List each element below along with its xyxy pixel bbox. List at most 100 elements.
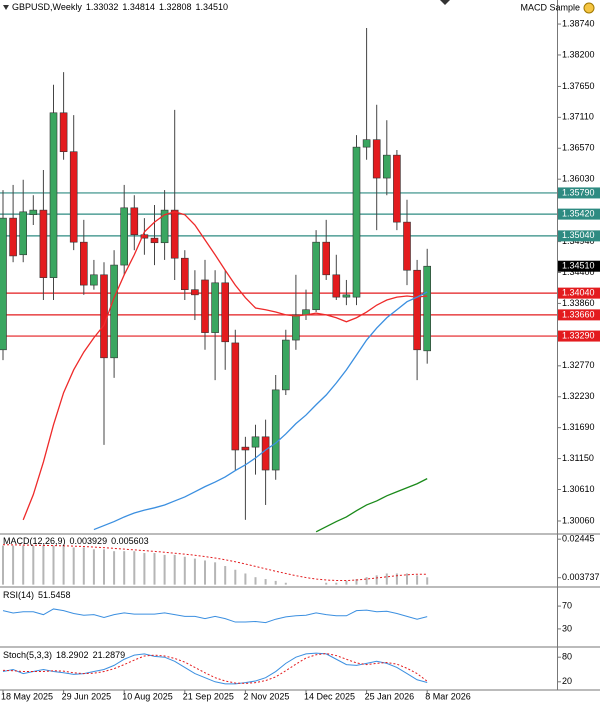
histogram-bar (163, 554, 166, 585)
indicator-line (2, 652, 428, 685)
panel-title: RSI(14) (3, 590, 34, 600)
current-price-label: 1.34510 (562, 261, 595, 271)
y-tick-label: 30 (562, 623, 572, 633)
panel-title: MACD(12,26,9) (3, 536, 66, 546)
level-label: 1.34040 (562, 287, 595, 297)
candle-body (19, 211, 28, 256)
candle-body (403, 221, 411, 271)
histogram-bar (113, 551, 116, 585)
panel-value: 1.34814 (122, 2, 155, 12)
level-label: 1.35420 (562, 208, 595, 218)
candle-body (393, 154, 401, 223)
histogram-bar (62, 545, 65, 585)
histogram-bar (395, 573, 398, 585)
candle-body (59, 112, 68, 153)
level-label: 1.33290 (562, 330, 595, 340)
candle-body (312, 241, 320, 311)
candle-body (170, 209, 179, 259)
panel-value: 51.5458 (38, 590, 71, 600)
level-label-box (558, 287, 600, 299)
histogram-bar (426, 577, 429, 585)
candle-body (241, 446, 250, 451)
panel-value: 0.003929 (70, 536, 108, 546)
candle-body (160, 209, 169, 244)
candle-body (191, 289, 199, 296)
current-price-box (558, 260, 600, 272)
x-tick-label: 25 Jan 2026 (365, 691, 415, 701)
level-label: 1.35040 (562, 230, 595, 240)
histogram-bar (2, 545, 4, 585)
panel-value: 21.2879 (93, 650, 126, 660)
y-tick-label: 1.34400 (562, 267, 595, 277)
x-tick-label: 10 Aug 2025 (122, 691, 173, 701)
panel-title: GBPUSD,Weekly (12, 2, 82, 12)
symbol-menu-icon[interactable] (3, 5, 9, 10)
y-tick-label: 20 (562, 676, 572, 686)
indicator-line (2, 653, 428, 684)
y-tick-label: 1.30610 (562, 484, 595, 494)
y-tick-label: 1.37110 (562, 112, 594, 122)
histogram-bar (72, 547, 75, 585)
panel-title: Stoch(5,3,3) (3, 650, 52, 660)
histogram-bar (204, 560, 206, 585)
histogram-bar (153, 553, 156, 585)
histogram-bar (133, 551, 136, 585)
candle-body (362, 139, 371, 148)
candle-body (413, 269, 421, 351)
candle-body (49, 112, 58, 278)
candle-body (100, 274, 108, 359)
y-tick-label: 0.003737 (562, 572, 600, 582)
histogram-bar (193, 558, 196, 585)
indicator-line (2, 608, 428, 624)
histogram-bar (214, 562, 217, 585)
y-tick-label: 1.31690 (562, 422, 595, 432)
y-tick-label: 1.38740 (562, 18, 595, 28)
candle-body (9, 217, 17, 257)
histogram-bar (406, 573, 408, 585)
y-tick-label: 1.36030 (562, 174, 595, 184)
histogram-bar (143, 553, 146, 585)
panel-value: 1.34510 (196, 2, 229, 12)
x-tick-label: 14 Dec 2025 (304, 691, 355, 701)
candle-body (261, 436, 270, 471)
histogram-bar (224, 566, 227, 585)
x-tick-label: 29 Jun 2025 (62, 691, 112, 701)
candle-body (423, 265, 432, 352)
y-tick-label: 70 (562, 600, 572, 610)
moving-average (315, 478, 428, 533)
panel-value: 0.005603 (111, 536, 149, 546)
candle-body (211, 282, 219, 333)
histogram-bar (92, 549, 95, 585)
candle-body (201, 279, 209, 333)
histogram-bar (22, 545, 25, 585)
histogram-bar (274, 580, 277, 585)
candle-body (251, 436, 260, 448)
panel-label: Stoch(5,3,3) 18.2902 21.2879 (3, 650, 125, 660)
level-label: 1.35790 (562, 187, 595, 197)
y-tick-label: 1.33860 (562, 298, 595, 308)
histogram-bar (234, 569, 237, 585)
histogram-bar (32, 545, 35, 585)
candle-body (332, 274, 341, 298)
x-tick-label: 18 May 2025 (1, 691, 53, 701)
histogram-bar (355, 579, 358, 585)
candle-body (382, 154, 391, 179)
level-label: 1.33660 (562, 309, 595, 319)
candle-body (281, 339, 290, 391)
candle-body (0, 217, 7, 351)
level-label-box (558, 230, 600, 242)
histogram-bar (82, 547, 85, 585)
histogram-bar (345, 580, 348, 585)
histogram-bar (103, 549, 105, 585)
candle-body (372, 139, 381, 179)
candle-body (80, 241, 88, 286)
candle-body (231, 342, 240, 451)
candle-body (322, 241, 331, 276)
x-tick-label: 21 Sep 2025 (183, 691, 234, 701)
candle-body (130, 207, 139, 236)
histogram-bar (365, 577, 368, 585)
histogram-bar (375, 575, 378, 585)
x-tick-label: 2 Nov 2025 (243, 691, 289, 701)
